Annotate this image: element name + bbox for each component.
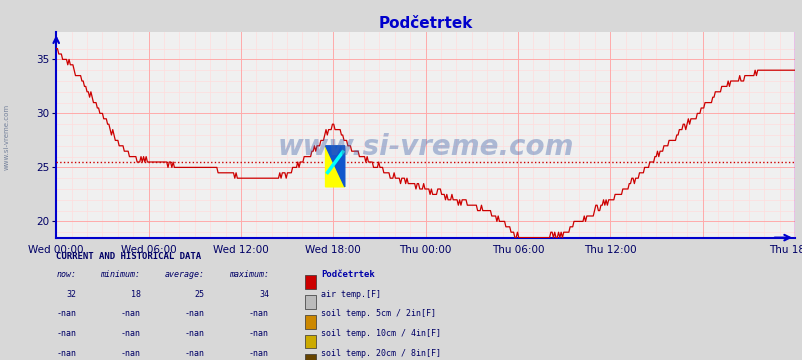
Text: -nan: -nan (249, 329, 269, 338)
Polygon shape (325, 146, 344, 187)
Text: soil temp. 10cm / 4in[F]: soil temp. 10cm / 4in[F] (321, 329, 440, 338)
Text: -nan: -nan (56, 309, 76, 318)
Text: air temp.[F]: air temp.[F] (321, 289, 381, 299)
Text: 32: 32 (67, 289, 76, 299)
Text: 18: 18 (131, 289, 140, 299)
Text: -nan: -nan (184, 329, 205, 338)
Text: -nan: -nan (184, 349, 205, 358)
Text: -nan: -nan (120, 309, 140, 318)
Text: soil temp. 20cm / 8in[F]: soil temp. 20cm / 8in[F] (321, 349, 440, 358)
Text: -nan: -nan (249, 309, 269, 318)
Text: 34: 34 (259, 289, 269, 299)
Text: -nan: -nan (120, 329, 140, 338)
Text: now:: now: (56, 270, 76, 279)
Text: Podčetrtek: Podčetrtek (321, 270, 375, 279)
Text: CURRENT AND HISTORICAL DATA: CURRENT AND HISTORICAL DATA (56, 252, 201, 261)
Text: soil temp. 5cm / 2in[F]: soil temp. 5cm / 2in[F] (321, 309, 435, 318)
Text: -nan: -nan (120, 349, 140, 358)
Text: minimum:: minimum: (100, 270, 140, 279)
Title: Podčetrtek: Podčetrtek (378, 16, 472, 31)
Text: -nan: -nan (249, 349, 269, 358)
Text: www.si-vreme.com: www.si-vreme.com (3, 104, 10, 170)
Text: -nan: -nan (56, 329, 76, 338)
Text: www.si-vreme.com: www.si-vreme.com (277, 133, 573, 161)
Polygon shape (325, 146, 344, 187)
Text: maximum:: maximum: (229, 270, 269, 279)
Text: 25: 25 (195, 289, 205, 299)
Text: average:: average: (164, 270, 205, 279)
Text: -nan: -nan (56, 349, 76, 358)
Text: -nan: -nan (184, 309, 205, 318)
